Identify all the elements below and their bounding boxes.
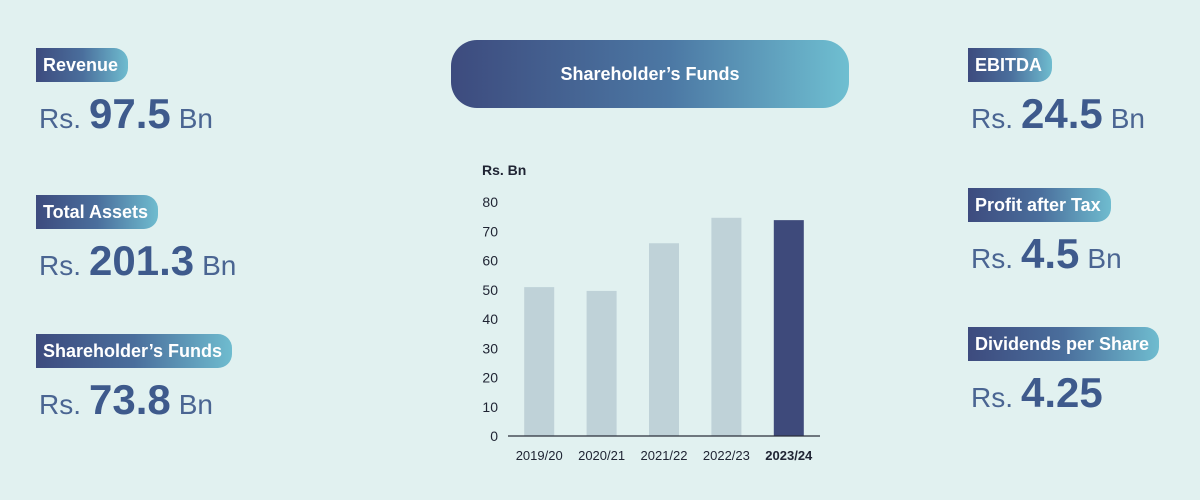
metric-label: Dividends per Share	[968, 327, 1160, 361]
metric-ebitda: EBITDA Rs. 24.5 Bn	[968, 48, 1145, 138]
y-tick-label: 40	[482, 311, 498, 327]
y-tick-label: 10	[482, 399, 498, 415]
metric-number: 73.8	[89, 376, 171, 423]
y-tick-label: 50	[482, 282, 498, 298]
metric-number: 97.5	[89, 90, 171, 137]
metric-number: 24.5	[1021, 90, 1103, 137]
metric-unit: Bn	[202, 250, 237, 281]
metric-unit: Bn	[1087, 243, 1122, 274]
y-axis-label: Rs. Bn	[482, 162, 526, 178]
y-tick-label: 30	[482, 340, 498, 356]
metric-value: Rs. 4.25	[968, 369, 1159, 417]
metric-value: Rs. 201.3 Bn	[36, 237, 236, 285]
currency-prefix: Rs.	[39, 389, 81, 420]
currency-prefix: Rs.	[971, 243, 1013, 274]
metric-value: Rs. 24.5 Bn	[968, 90, 1145, 138]
bar-2023-24	[773, 220, 804, 436]
x-tick-label: 2022/23	[703, 448, 750, 463]
y-tick-label: 70	[482, 223, 498, 239]
currency-prefix: Rs.	[39, 250, 81, 281]
bar-2019-20	[524, 287, 555, 436]
metric-label: Profit after Tax	[968, 188, 1111, 222]
currency-prefix: Rs.	[971, 382, 1013, 413]
currency-prefix: Rs.	[971, 103, 1013, 134]
metric-value: Rs. 73.8 Bn	[36, 376, 232, 424]
metric-number: 4.5	[1021, 230, 1080, 277]
metric-unit: Bn	[178, 103, 213, 134]
metric-number: 201.3	[89, 237, 195, 284]
metric-total-assets: Total Assets Rs. 201.3 Bn	[36, 195, 236, 285]
currency-prefix: Rs.	[39, 103, 81, 134]
x-tick-label: 2021/22	[641, 448, 688, 463]
metric-revenue: Revenue Rs. 97.5 Bn	[36, 48, 213, 138]
bar-2020-21	[586, 290, 617, 436]
metric-shareholders-funds: Shareholder’s Funds Rs. 73.8 Bn	[36, 334, 233, 424]
metric-profit-after-tax: Profit after Tax Rs. 4.5 Bn	[968, 188, 1122, 278]
x-tick-label: 2019/20	[516, 448, 563, 463]
bar-2021-22	[649, 243, 679, 436]
metric-number: 4.25	[1021, 369, 1103, 416]
metric-label: Total Assets	[36, 195, 159, 229]
chart-title: Shareholder’s Funds	[451, 40, 849, 108]
metric-unit: Bn	[1110, 103, 1145, 134]
y-tick-label: 20	[482, 370, 498, 386]
metric-label: Revenue	[36, 48, 129, 82]
x-tick-label: 2023/24	[765, 448, 813, 463]
bar-2022-23	[711, 217, 742, 436]
y-tick-label: 0	[490, 428, 498, 444]
metric-value: Rs. 4.5 Bn	[968, 230, 1122, 278]
metric-label: Shareholder’s Funds	[36, 334, 233, 368]
y-tick-label: 60	[482, 253, 498, 269]
bar-chart: Rs. Bn 0 10 20 30 40 50 60 70 80 2019/20 2020/21 2…	[482, 162, 820, 463]
metric-label: EBITDA	[968, 48, 1052, 82]
metric-unit: Bn	[178, 389, 213, 420]
y-tick-label: 80	[482, 194, 498, 210]
x-tick-label: 2020/21	[578, 448, 625, 463]
metric-dividends-per-share: Dividends per Share Rs. 4.25	[968, 327, 1160, 417]
metric-value: Rs. 97.5 Bn	[36, 90, 213, 138]
